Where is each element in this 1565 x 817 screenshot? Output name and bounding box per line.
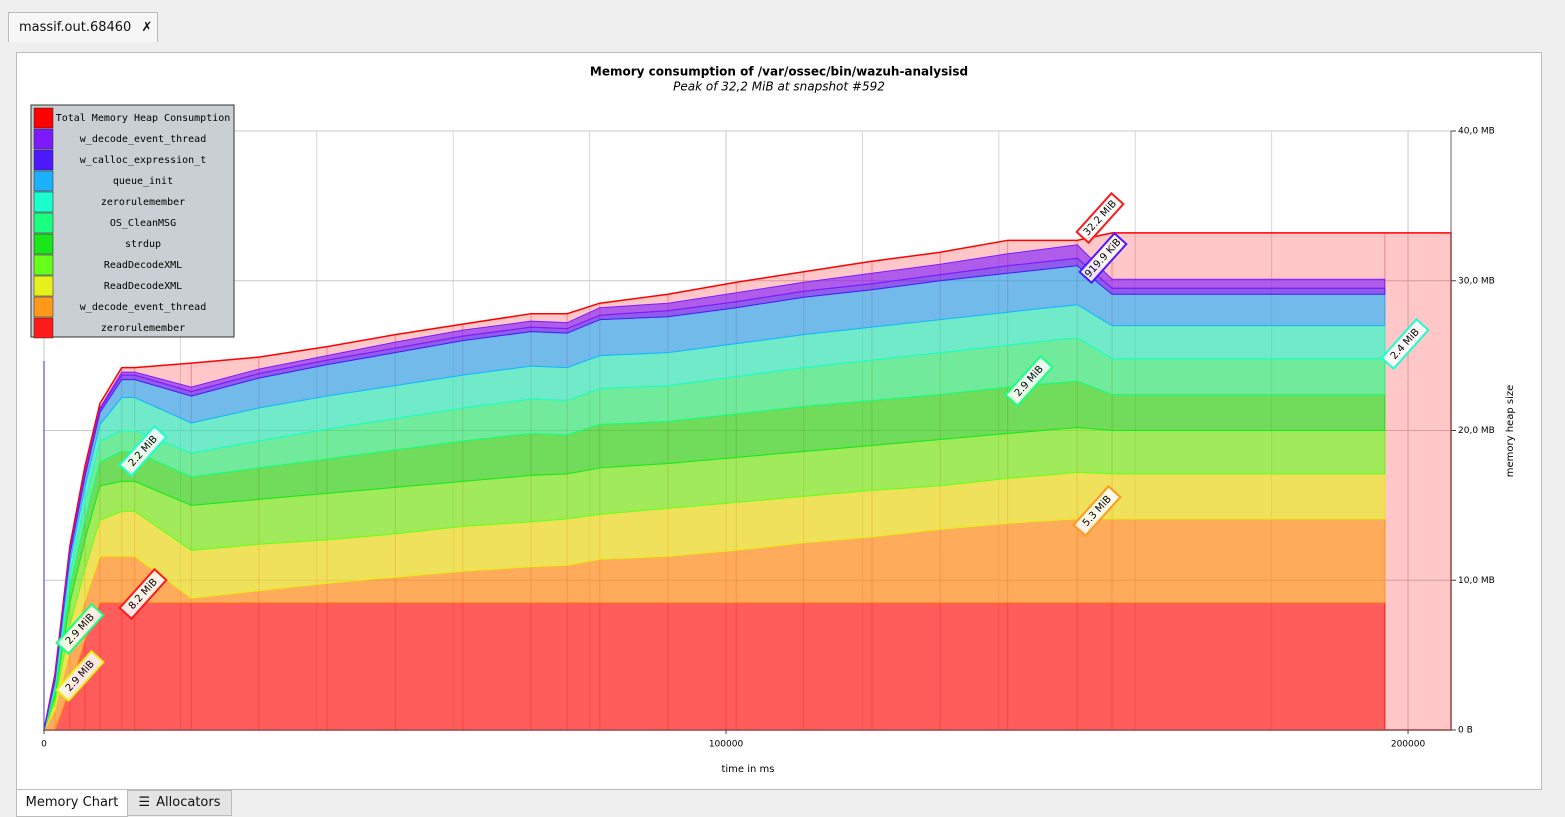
legend-label: Total Memory Heap Consumption	[56, 113, 231, 124]
annotation-box	[1004, 354, 1054, 408]
legend-box	[30, 104, 235, 338]
legend-label: zerorulemember	[101, 323, 185, 334]
legend-swatch	[33, 254, 54, 276]
legend-label: w_calloc_expression_t	[80, 155, 206, 166]
legend-swatch	[33, 149, 54, 171]
legend-label: queue_init	[113, 176, 173, 187]
x-tick-label: 100000	[709, 740, 744, 750]
legend-swatch	[33, 296, 54, 318]
annotation-box	[1075, 191, 1125, 245]
legend-swatch	[33, 275, 54, 297]
legend-label: strdup	[125, 239, 161, 250]
y-tick-label: 0 B	[1458, 726, 1473, 736]
legend-swatch	[33, 128, 54, 150]
y-tick-label: 10,0 MB	[1458, 576, 1495, 586]
legend-label: w_decode_event_thread	[80, 302, 206, 313]
legend-swatch	[33, 191, 54, 213]
legend-label: zerorulemember	[101, 197, 185, 208]
annotation-box	[118, 424, 168, 478]
y-tick-label: 30,0 MB	[1458, 276, 1495, 286]
legend-label: OS_CleanMSG	[110, 218, 176, 229]
legend-swatch	[33, 317, 54, 339]
legend-swatch	[33, 170, 54, 192]
list-icon: ☰	[138, 795, 151, 810]
series-area	[43, 244, 1386, 731]
legend-swatch	[33, 233, 54, 255]
chart-title: Memory consumption of /var/ossec/bin/waz…	[590, 65, 968, 79]
legend-label: w_decode_event_thread	[80, 134, 206, 145]
allocators-tab[interactable]: ☰ Allocators	[127, 790, 232, 816]
tab-label: Memory Chart	[25, 795, 119, 810]
file-tab[interactable]: massif.out.68460 ✗	[8, 12, 158, 42]
annotation: 2.2 MiB	[118, 424, 168, 478]
y-axis-label: memory heap size	[1505, 385, 1516, 478]
annotation: 2.9 MiB	[1004, 354, 1054, 408]
series-area	[44, 602, 1386, 731]
annotation-box	[55, 649, 105, 703]
y-tick-label: 20,0 MB	[1458, 426, 1495, 436]
chart-subtitle: Peak of 32,2 MiB at snapshot #592	[673, 80, 885, 94]
legend-swatch	[33, 212, 54, 234]
annotation-box	[55, 602, 105, 656]
legend-label: ReadDecodeXML	[104, 260, 182, 271]
annotation-box	[1072, 484, 1122, 538]
legend-label: ReadDecodeXML	[104, 281, 182, 292]
x-tick-label: 200000	[1391, 740, 1426, 750]
x-tick-label: 0	[41, 740, 47, 750]
legend-swatch	[33, 107, 54, 129]
y-tick-label: 40,0 MB	[1458, 127, 1495, 137]
annotation-box	[1078, 231, 1128, 285]
annotation-box	[118, 567, 168, 621]
tab-label: Allocators	[156, 795, 221, 810]
file-tab-label: massif.out.68460	[19, 20, 132, 35]
x-axis-label: time in ms	[721, 764, 774, 775]
close-icon[interactable]: ✗	[141, 20, 153, 35]
annotation-box	[1380, 317, 1430, 371]
legend: Total Memory Heap Consumption w_decode_ev…	[30, 104, 235, 339]
